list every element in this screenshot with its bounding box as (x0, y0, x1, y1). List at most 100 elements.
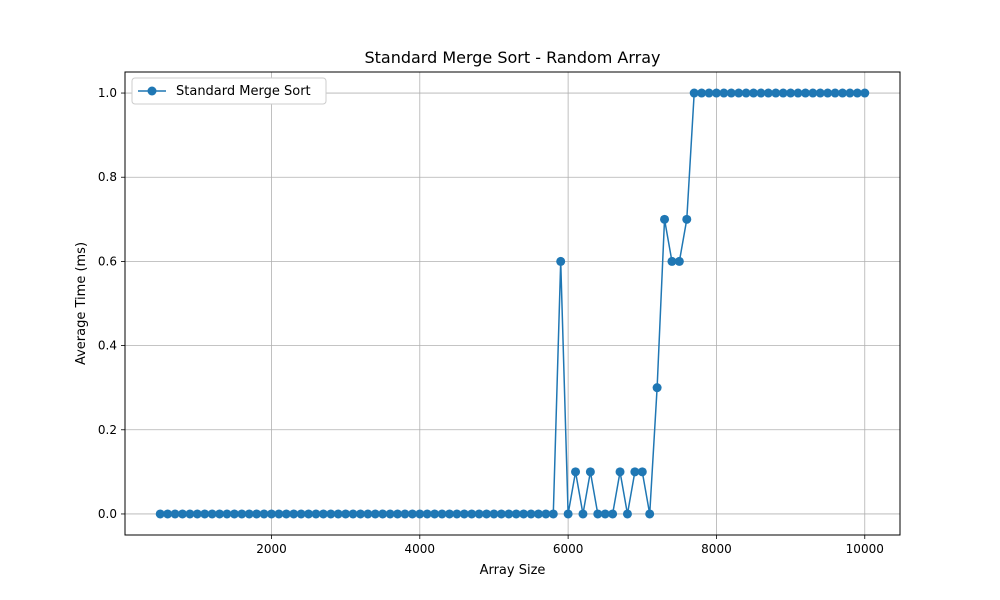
data-point (615, 467, 625, 477)
data-point (830, 88, 840, 98)
data-point (682, 214, 692, 224)
data-point (222, 509, 232, 519)
data-point (756, 88, 766, 98)
axis-ticks: 2000 4000 6000 8000 10000 0.0 0.2 0.4 0.6 0.8 1.0 (98, 86, 884, 556)
data-point (734, 88, 744, 98)
data-point (541, 509, 551, 519)
data-point (296, 509, 306, 519)
data-point (786, 88, 796, 98)
data-point (815, 88, 825, 98)
data-point (571, 467, 581, 477)
data-point (608, 509, 618, 519)
data-point (645, 509, 655, 519)
data-point (674, 256, 684, 266)
data-point (341, 509, 351, 519)
y-tick-label: 0.6 (98, 254, 117, 268)
data-point (800, 88, 810, 98)
data-point (318, 509, 328, 519)
data-point (704, 88, 714, 98)
y-axis-title: Average Time (ms) (74, 242, 89, 365)
data-point (771, 88, 781, 98)
data-point (808, 88, 818, 98)
data-point (459, 509, 469, 519)
data-point (652, 383, 662, 393)
y-tick-label: 0.0 (98, 507, 117, 521)
data-point (266, 509, 276, 519)
legend-marker-swatch (147, 86, 157, 96)
data-point (415, 509, 425, 519)
data-point (711, 88, 721, 98)
data-point (852, 88, 862, 98)
data-point (326, 509, 336, 519)
data-point (400, 509, 410, 519)
data-point (563, 509, 573, 519)
data-point (585, 467, 595, 477)
data-point (407, 509, 417, 519)
data-point (860, 88, 870, 98)
data-point (422, 509, 432, 519)
data-point (385, 509, 395, 519)
data-point (155, 509, 165, 519)
data-point (244, 509, 254, 519)
data-point (845, 88, 855, 98)
legend-box (131, 77, 327, 105)
data-point (578, 509, 588, 519)
data-point (793, 88, 803, 98)
data-point (274, 509, 284, 519)
y-tick-label: 0.4 (98, 339, 117, 353)
data-point (363, 509, 373, 519)
data-point (482, 509, 492, 519)
data-point (177, 509, 187, 519)
data-point (474, 509, 484, 519)
data-point (496, 509, 506, 519)
data-point (185, 509, 195, 519)
data-point (697, 88, 707, 98)
data-point (741, 88, 751, 98)
data-point (237, 509, 247, 519)
data-point (437, 509, 447, 519)
data-point (526, 509, 536, 519)
data-point (252, 509, 262, 519)
data-point (393, 509, 403, 519)
data-point (370, 509, 380, 519)
data-point (593, 509, 603, 519)
data-point (622, 509, 632, 519)
y-tick-label: 0.2 (98, 423, 117, 437)
data-point (281, 509, 291, 519)
data-point (749, 88, 759, 98)
x-tick-label: 10000 (846, 542, 884, 556)
data-point (556, 256, 566, 266)
data-point (838, 88, 848, 98)
data-point (778, 88, 788, 98)
data-point (229, 509, 239, 519)
data-point (311, 509, 321, 519)
data-point (192, 509, 202, 519)
data-point (630, 467, 640, 477)
data-point (667, 256, 677, 266)
y-tick-label: 0.8 (98, 170, 117, 184)
y-tick-label: 1.0 (98, 86, 117, 100)
data-point (548, 509, 558, 519)
series-layer (155, 88, 870, 519)
data-point (207, 509, 217, 519)
x-tick-label: 4000 (405, 542, 436, 556)
data-point (348, 509, 358, 519)
legend: Standard Merge Sort (131, 77, 327, 105)
data-point (823, 88, 833, 98)
data-point (170, 509, 180, 519)
data-point (430, 509, 440, 519)
data-point (378, 509, 388, 519)
data-point (689, 88, 699, 98)
chart-title: Standard Merge Sort - Random Array (364, 48, 660, 67)
data-point (467, 509, 477, 519)
data-point (333, 509, 343, 519)
data-point (163, 509, 173, 519)
data-point (489, 509, 499, 519)
data-point (200, 509, 210, 519)
data-point (511, 509, 521, 519)
data-point (519, 509, 529, 519)
legend-label: Standard Merge Sort (176, 84, 311, 99)
data-point (304, 509, 314, 519)
